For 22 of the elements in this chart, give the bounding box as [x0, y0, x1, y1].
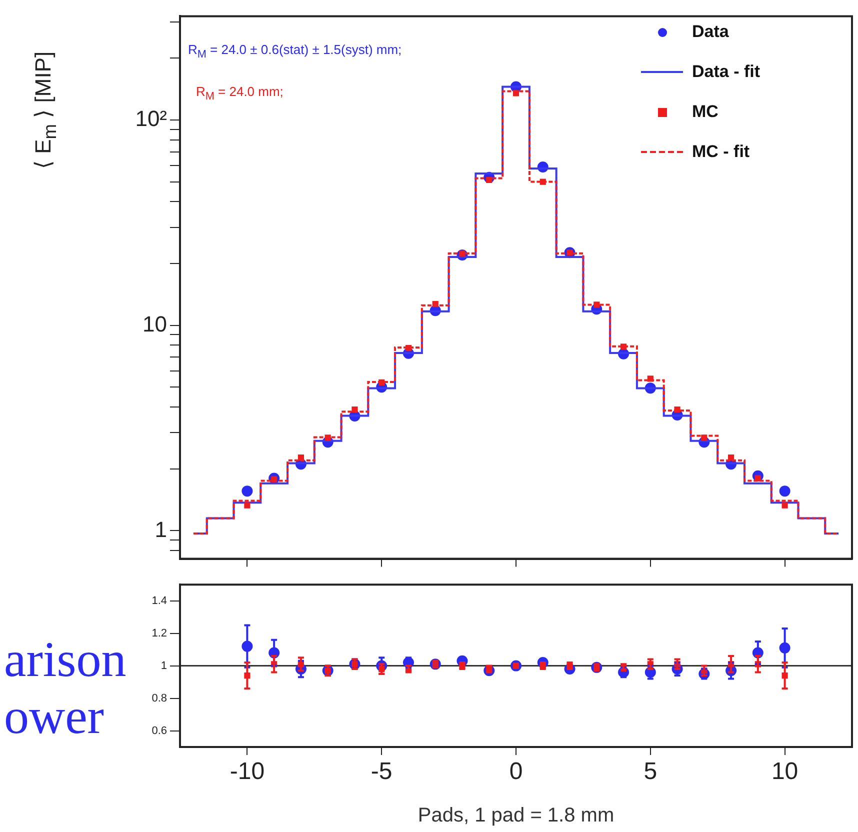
text: arison — [4, 630, 126, 688]
x-tick-label: 0 — [509, 758, 523, 786]
y-tick-label: 0.8 — [152, 692, 167, 704]
x-tick-label: 10 — [771, 758, 798, 786]
y-tick-label: 0.6 — [152, 724, 167, 737]
x-tick-label: 5 — [644, 758, 658, 786]
legend-label: MC — [692, 102, 718, 122]
text: ower — [4, 687, 104, 745]
legend-label: Data — [692, 22, 729, 42]
x-tick-label: -10 — [230, 758, 265, 786]
y-tick-label: 1.2 — [152, 627, 167, 640]
y-tick-label: 10 — [142, 311, 167, 336]
legend-label: Data - fit — [692, 62, 760, 82]
y-tick-label: 1.4 — [152, 594, 167, 607]
y-tick-label: 1 — [160, 660, 167, 672]
y-tick-label: 1 — [154, 516, 167, 542]
x-axis-title: Pads, 1 pad = 1.8 mm — [418, 804, 614, 827]
annotation: R$_{M}$ = 24.0 mm; — [196, 84, 284, 103]
x-tick-label: -5 — [370, 758, 392, 786]
y-tick-label: 10² — [135, 106, 167, 132]
legend-label: MC - fit — [692, 142, 750, 162]
annotation: R$_{M}$ = 24.0 ± 0.6(stat) ± 1.5(syst) mm; — [188, 42, 402, 61]
